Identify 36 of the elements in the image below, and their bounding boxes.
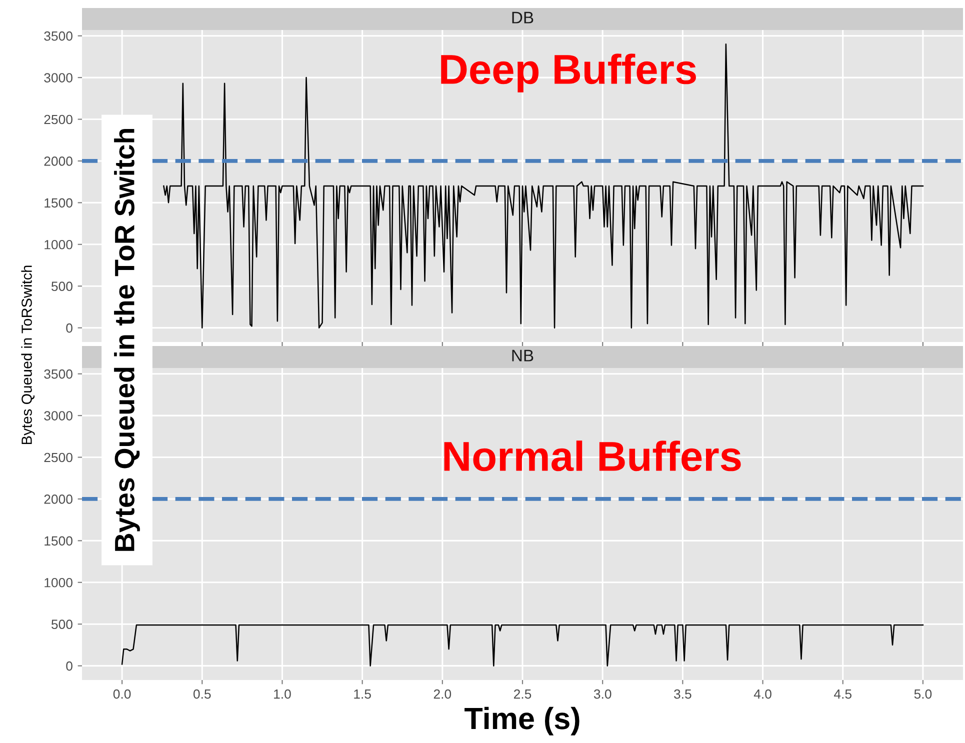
chart-title: NB <box>512 350 534 362</box>
x-tick-label: 0.0 <box>113 689 131 699</box>
x-tick-label: 2.0 <box>434 689 452 699</box>
y-tick-label: 3000 <box>44 73 72 82</box>
x-tick-label: 4.5 <box>834 690 852 699</box>
y-tick-label: 2000 <box>44 156 72 166</box>
y-tick-label: 2500 <box>44 452 72 462</box>
y-tick-label: 1000 <box>44 578 72 588</box>
y-tick-label: 2000 <box>44 494 72 504</box>
y-tick-label: 2500 <box>44 114 72 124</box>
x-axis-title: Time (s) <box>464 706 580 736</box>
y-tick-label: 3500 <box>44 369 72 379</box>
y-tick-label: 3500 <box>44 31 72 41</box>
x-tick-label: 3.5 <box>674 689 692 699</box>
x-tick-label: 0.5 <box>193 689 211 699</box>
x-tick-label: 1.0 <box>274 689 291 699</box>
y-tick-label: 1500 <box>44 198 72 208</box>
y-tick-label: 500 <box>51 620 72 630</box>
y-tick-label: 500 <box>51 282 72 292</box>
chart-title: DB <box>512 12 534 24</box>
y-tick-label: 3000 <box>44 411 72 420</box>
line-series <box>121 624 924 666</box>
annotation: Bytes Queued in the ToR Switch <box>114 128 140 551</box>
annotation: Normal Buffers <box>444 440 741 472</box>
annotation: Deep Buffers <box>441 54 696 92</box>
x-tick-label: 5.0 <box>914 689 932 699</box>
y-tick-label: 1000 <box>44 240 72 250</box>
x-tick-label: 2.5 <box>514 689 532 699</box>
line-series <box>163 44 924 328</box>
y-axis-title: Bytes Queued in ToRSwitch <box>21 266 35 444</box>
y-tick-label: 0 <box>66 661 72 671</box>
y-tick-label: 0 <box>66 323 72 333</box>
x-tick-label: 3.0 <box>594 689 612 699</box>
y-tick-label: 1500 <box>44 536 72 546</box>
x-tick-label: 4.0 <box>754 689 772 699</box>
x-tick-label: 1.5 <box>354 690 371 699</box>
